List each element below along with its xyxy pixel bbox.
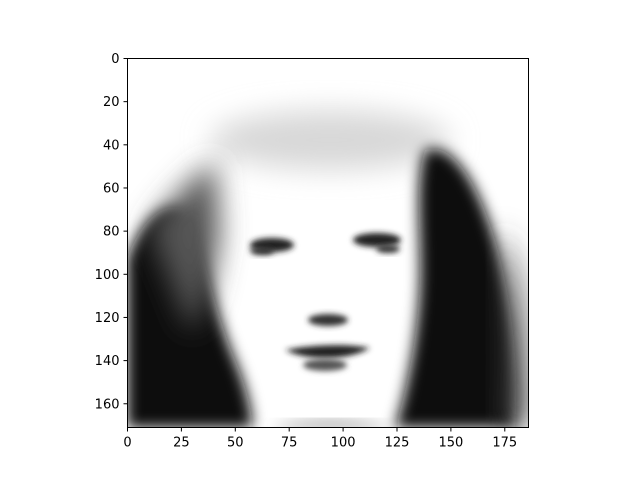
plot-frame bbox=[127, 58, 529, 428]
y-tick-label: 160 bbox=[95, 397, 120, 412]
y-tick-label: 20 bbox=[103, 95, 120, 110]
y-tick-label: 0 bbox=[111, 52, 119, 67]
y-tick-label: 100 bbox=[95, 268, 120, 283]
y-tick-label: 40 bbox=[103, 138, 120, 153]
x-tick-label: 175 bbox=[492, 436, 517, 451]
y-tick-label: 120 bbox=[95, 311, 120, 326]
y-axis: 0 20 40 60 80 100 120 140 160 bbox=[95, 52, 128, 412]
x-tick-label: 0 bbox=[123, 436, 131, 451]
x-tick-label: 75 bbox=[281, 436, 298, 451]
y-tick-label: 140 bbox=[95, 354, 120, 369]
y-tick-label: 80 bbox=[103, 225, 120, 240]
x-tick-label: 125 bbox=[385, 436, 410, 451]
x-tick-label: 100 bbox=[331, 436, 356, 451]
x-axis: 0 25 50 75 100 125 150 175 bbox=[123, 427, 517, 451]
x-tick-label: 150 bbox=[438, 436, 463, 451]
face-image bbox=[127, 58, 529, 428]
y-tick-label: 60 bbox=[103, 181, 120, 196]
x-tick-label: 25 bbox=[173, 436, 190, 451]
x-tick-label: 50 bbox=[227, 436, 244, 451]
